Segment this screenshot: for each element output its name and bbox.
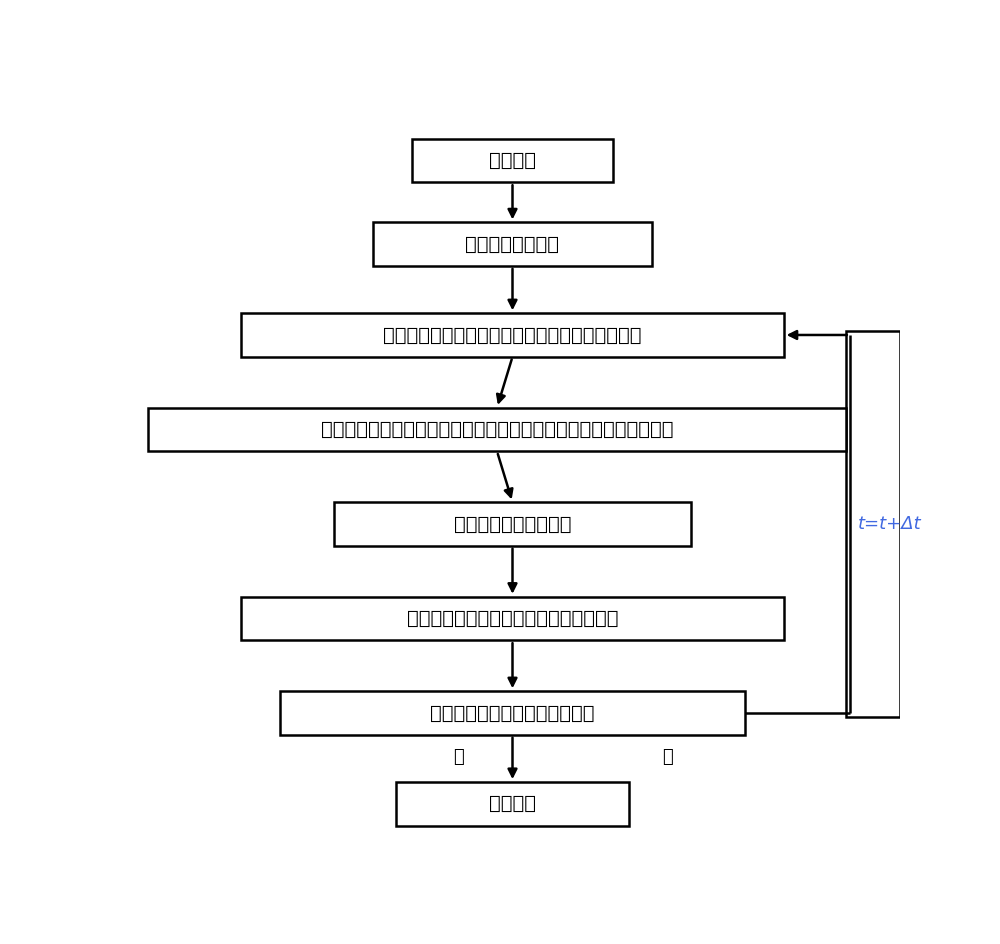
FancyBboxPatch shape xyxy=(412,139,613,182)
FancyBboxPatch shape xyxy=(396,782,629,826)
FancyBboxPatch shape xyxy=(280,691,745,734)
FancyBboxPatch shape xyxy=(148,408,846,451)
Text: 开启计算: 开启计算 xyxy=(489,151,536,170)
Text: 是: 是 xyxy=(453,748,464,766)
Text: 输入粒子信息文件: 输入粒子信息文件 xyxy=(466,235,560,254)
FancyBboxPatch shape xyxy=(334,502,691,546)
Text: 模拟控制模块启动，质点邻近搜索，计算力、瞬时加速度和瞬时速度: 模拟控制模块启动，质点邻近搜索，计算力、瞬时加速度和瞬时速度 xyxy=(321,420,673,439)
Text: 更新粒子的位置和速度: 更新粒子的位置和速度 xyxy=(454,514,571,533)
Text: 初始设置模块启动，赋予每个粒子初始位置和速度: 初始设置模块启动，赋予每个粒子初始位置和速度 xyxy=(383,326,642,345)
FancyBboxPatch shape xyxy=(241,313,784,357)
FancyBboxPatch shape xyxy=(373,223,652,266)
Bar xyxy=(846,331,900,716)
Text: 计算结果输出模块启动，统计所需物理量: 计算结果输出模块启动，统计所需物理量 xyxy=(407,609,618,628)
FancyBboxPatch shape xyxy=(241,597,784,640)
Text: t=t+Δt: t=t+Δt xyxy=(857,515,921,533)
Text: 模拟时间是否大于设置的总时间: 模拟时间是否大于设置的总时间 xyxy=(430,703,595,722)
Text: 否: 否 xyxy=(662,748,673,766)
Text: 程序终止: 程序终止 xyxy=(489,794,536,814)
